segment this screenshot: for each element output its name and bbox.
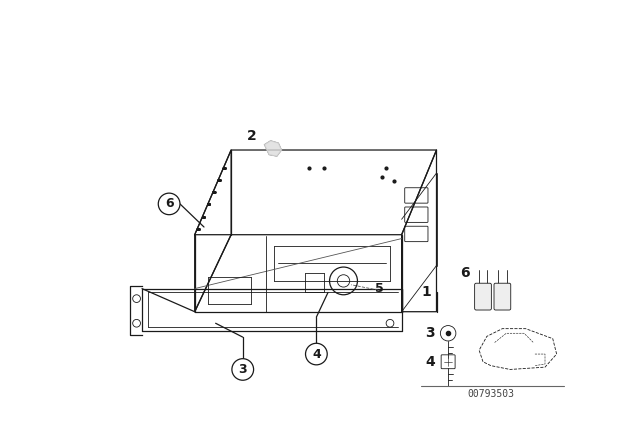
Text: 4: 4 (312, 348, 321, 361)
Text: 6: 6 (165, 198, 173, 211)
FancyBboxPatch shape (494, 283, 511, 310)
Polygon shape (264, 141, 282, 156)
Text: 3: 3 (239, 363, 247, 376)
Text: 3: 3 (425, 326, 435, 340)
Text: 4: 4 (425, 355, 435, 369)
Text: 2: 2 (246, 129, 257, 143)
Text: 5: 5 (374, 282, 383, 295)
Circle shape (158, 193, 180, 215)
Circle shape (232, 359, 253, 380)
Text: 6: 6 (460, 266, 469, 280)
FancyBboxPatch shape (475, 283, 492, 310)
Text: 1: 1 (421, 285, 431, 299)
Text: 00793503: 00793503 (467, 389, 515, 399)
Circle shape (305, 343, 327, 365)
